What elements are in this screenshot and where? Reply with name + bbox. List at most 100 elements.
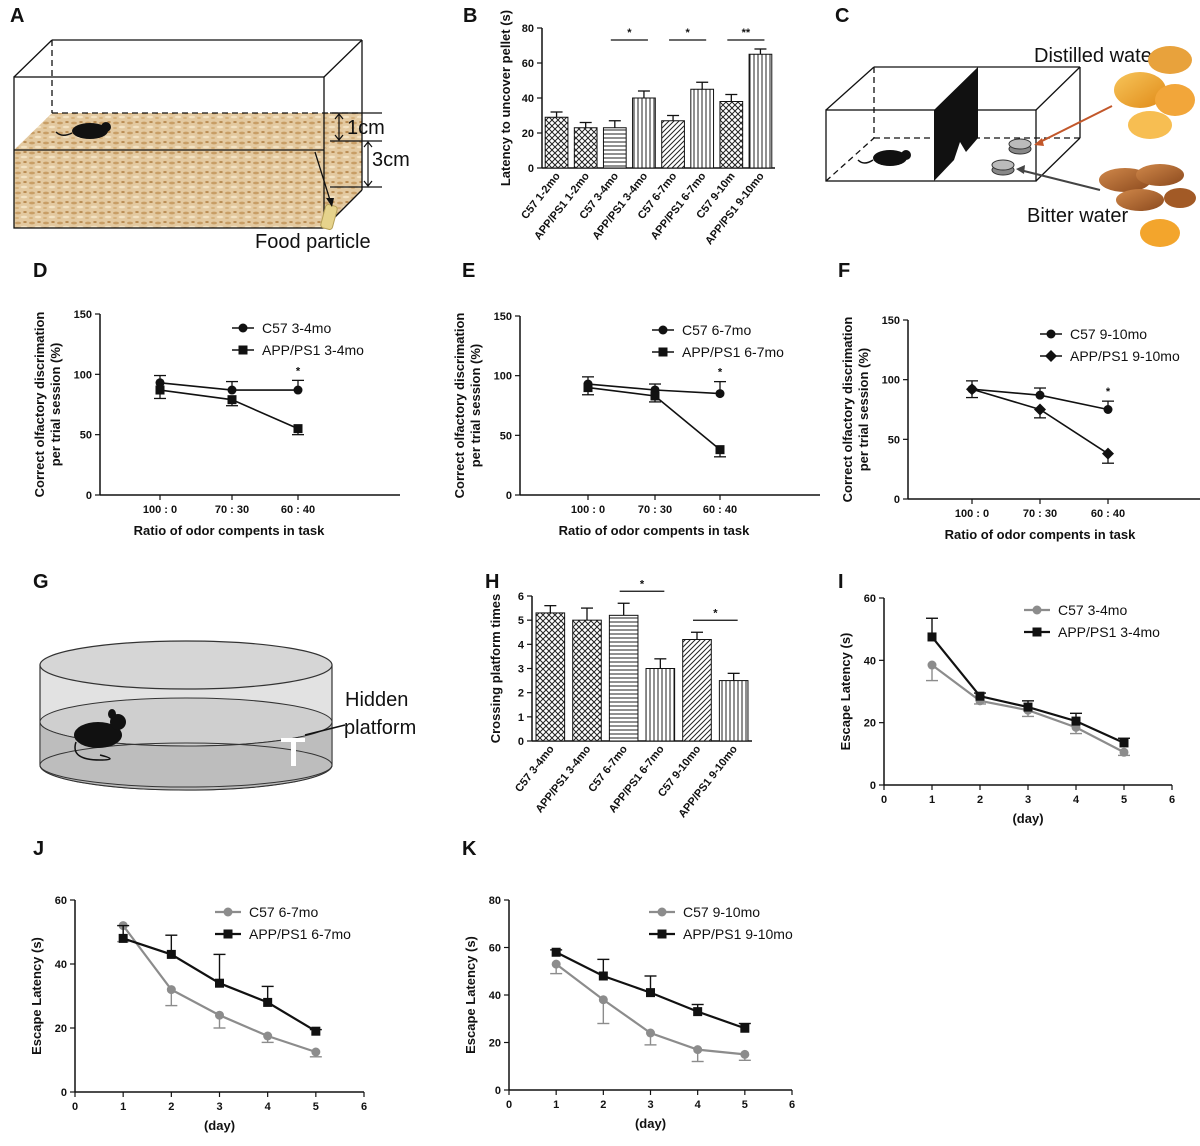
B-sig-star-0: *: [627, 27, 632, 39]
arrow-distilled: [1035, 105, 1113, 145]
H-ytick-label-2: 2: [518, 688, 524, 700]
I-ytick-label-2: 40: [864, 655, 876, 667]
H-sig-star-1: *: [713, 607, 718, 619]
I-xtick-label-1: 1: [929, 794, 935, 806]
J-point-1-2: [215, 978, 224, 988]
I-xtick-label-5: 5: [1121, 794, 1127, 806]
K-point-1-3: [693, 1007, 703, 1017]
D-point-0-2: [293, 385, 303, 395]
bedding-top: [14, 113, 362, 150]
panel-label-g: G: [33, 571, 49, 593]
panel-label-h: H: [485, 571, 499, 593]
D-ylabel-line2: per trial session (%): [48, 343, 63, 467]
E-xtick-label-1: 70 : 30: [638, 504, 672, 516]
K-xlabel: (day): [635, 1116, 666, 1131]
I-point-1-3: [1071, 716, 1081, 726]
E-xlabel: Ratio of odor compents in task: [559, 523, 750, 538]
H-ylabel: Crossing platform times: [488, 594, 503, 744]
E-sig-star-0: *: [718, 367, 723, 379]
E-legend-marker-1: [658, 347, 668, 357]
D-xtick-label-0: 100 : 0: [143, 504, 177, 516]
chart-f-olfactory-9-10mo: 0 50 100 150 100 : 0 70 : 30 60 : 40 C57 9-10mo…: [840, 315, 1200, 542]
I-xtick-label-4: 4: [1073, 794, 1080, 806]
F-point-0-2: [1103, 405, 1113, 414]
hidden-platform-icon: [281, 738, 305, 766]
B-bar-6: [719, 101, 744, 169]
panel-label-a: A: [10, 5, 24, 27]
J-xtick-label-0: 0: [72, 1101, 78, 1113]
K-ytick-label-1: 20: [489, 1038, 501, 1050]
E-legend-label-1: APP/PS1 6-7mo: [682, 344, 784, 360]
F-legend-label-0: C57 9-10mo: [1070, 326, 1147, 342]
hidden-label: Hidden: [345, 689, 408, 711]
K-xtick-label-2: 2: [600, 1099, 606, 1111]
E-legend-label-0: C57 6-7mo: [682, 322, 751, 338]
K-ytick-label-4: 80: [489, 895, 501, 907]
D-point-0-1: [227, 385, 237, 395]
F-xlabel: Ratio of odor compents in task: [945, 527, 1136, 542]
J-legend-label-1: APP/PS1 6-7mo: [249, 926, 351, 942]
J-xtick-label-5: 5: [313, 1101, 319, 1113]
F-legend-label-1: APP/PS1 9-10mo: [1070, 348, 1180, 364]
buried-food-cage-illustration: 1cm 3cm Food particle: [13, 39, 410, 253]
F-xtick-label-1: 70 : 30: [1023, 508, 1057, 520]
J-point-0-3: [263, 1031, 273, 1041]
H-bar-1: [572, 619, 602, 742]
E-point-1-2: [715, 445, 725, 455]
J-ytick-label-0: 0: [61, 1087, 67, 1099]
E-ytick-label-0: 0: [506, 490, 512, 502]
I-ylabel: Escape Latency (s): [838, 633, 853, 751]
E-ytick-label-2: 100: [494, 371, 512, 383]
panel-label-k: K: [462, 838, 477, 860]
D-legend-label-1: APP/PS1 3-4mo: [262, 342, 364, 358]
D-xtick-label-2: 60 : 40: [281, 504, 315, 516]
K-point-0-4: [740, 1049, 750, 1059]
F-point-1-2: [1102, 447, 1114, 460]
D-point-1-2: [293, 424, 303, 434]
fruit-icons: [1099, 46, 1196, 247]
J-xtick-label-4: 4: [265, 1101, 272, 1113]
I-ytick-label-0: 0: [870, 780, 876, 792]
K-ytick-label-3: 60: [489, 943, 501, 955]
F-point-1-0: [966, 383, 978, 396]
K-legend-label-1: APP/PS1 9-10mo: [683, 926, 793, 942]
K-ylabel: Escape Latency (s): [463, 936, 478, 1054]
bitter-water-label: Bitter water: [1027, 205, 1128, 227]
B-ytick-label-3: 60: [522, 58, 534, 70]
F-legend-marker-1: [1045, 350, 1057, 362]
F-xtick-label-0: 100 : 0: [955, 508, 989, 520]
D-legend-marker-1: [238, 345, 248, 355]
B-ytick-label-2: 40: [522, 93, 534, 105]
K-xtick-label-0: 0: [506, 1099, 512, 1111]
D-ytick-label-3: 150: [74, 309, 92, 321]
F-ytick-label-3: 150: [882, 315, 900, 327]
H-bar-2: [608, 614, 639, 742]
B-bar-2: [602, 127, 627, 169]
F-point-0-1: [1035, 390, 1045, 400]
B-bar-0: [544, 116, 569, 169]
K-xtick-label-3: 3: [647, 1099, 653, 1111]
panel-label-c: C: [835, 5, 849, 27]
K-ytick-label-0: 0: [495, 1085, 501, 1097]
K-point-0-0: [551, 959, 561, 969]
K-legend-marker-0: [657, 907, 667, 917]
B-bar-3: [632, 97, 656, 169]
K-point-0-3: [693, 1045, 703, 1055]
J-point-1-3: [263, 997, 273, 1007]
J-legend-label-0: C57 6-7mo: [249, 904, 318, 920]
D-legend-marker-0: [238, 323, 248, 333]
J-xtick-label-2: 2: [168, 1101, 174, 1113]
panel-label-i: I: [838, 571, 844, 593]
chart-i-escape-3-4mo: 0 20 40 60 0 1 2 3 4 5 6 C57 3-4mo APP/PS1 3-4mo Esca…: [838, 593, 1175, 826]
mouse-icon: [55, 122, 111, 139]
J-point-1-0: [118, 933, 128, 943]
J-ytick-label-3: 60: [55, 895, 67, 907]
E-point-0-2: [715, 389, 725, 399]
arrow-bitter: [1019, 169, 1101, 191]
panel-label-j: J: [33, 838, 44, 860]
B-sig-star-1: *: [685, 27, 690, 39]
J-series-line-0: [122, 924, 317, 1054]
F-xtick-label-2: 60 : 40: [1091, 508, 1125, 520]
F-sig-star-0: *: [1106, 386, 1111, 398]
